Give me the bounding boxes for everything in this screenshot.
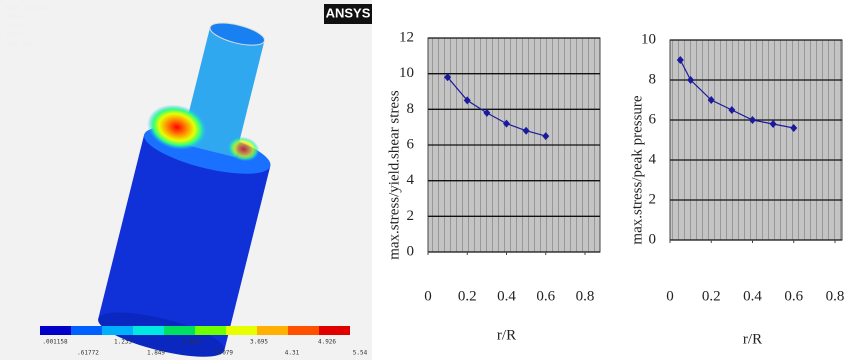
x-tick-label: 0 (424, 288, 432, 304)
legend-label: 4.926 (318, 339, 336, 346)
x-axis-label: r/R (497, 327, 516, 343)
y-tick-label: 12 (399, 29, 414, 45)
x-tick-label: 0.6 (784, 288, 803, 304)
legend-label: 4.31 (285, 350, 300, 357)
x-tick-label: 0.6 (536, 288, 555, 304)
legend-swatch (164, 326, 195, 335)
legend-label: .61772 (77, 350, 99, 357)
legend-swatch (195, 326, 226, 335)
fea-header: SUB =1 (6, 24, 24, 30)
y-axis-label: max.stress/yield.shear stress (386, 90, 402, 260)
fea-header: STEP=1 (6, 15, 24, 21)
y-tick-label: 2 (649, 191, 657, 207)
x-tick-label: 0.4 (743, 288, 762, 304)
x-tick-label: 0.4 (497, 288, 516, 304)
y-tick-label: 4 (649, 151, 657, 167)
fea-header: NODAL SOLUTION (6, 6, 48, 12)
y-tick-label: 0 (407, 243, 415, 259)
y-axis-label: max.stress/peak pressure (629, 95, 645, 244)
x-tick-label: 0.2 (702, 288, 721, 304)
x-tick-label: 0.8 (576, 288, 595, 304)
y-tick-label: 10 (399, 65, 414, 81)
legend-swatch (71, 326, 102, 335)
legend-label: 3.079 (215, 350, 233, 357)
fea-image: .001158 1.233 2.464 3.695 4.926 .61772 1.849 3.… (0, 0, 372, 360)
y-tick-label: 8 (407, 101, 415, 117)
legend-swatch (102, 326, 133, 335)
legend-swatch (133, 326, 164, 335)
y-tick-label: 6 (407, 136, 415, 152)
legend-swatch (257, 326, 288, 335)
legend-label: 3.695 (250, 339, 268, 346)
legend-swatch (319, 326, 350, 335)
fea-header: TIME=1 (6, 33, 24, 39)
legend-swatch (288, 326, 319, 335)
y-tick-label: 0 (649, 231, 657, 247)
legend-label: 1.849 (147, 350, 165, 357)
x-tick-label: 0.8 (826, 288, 845, 304)
plot-area (670, 40, 842, 240)
x-tick-label: 0.2 (458, 288, 477, 304)
y-tick-label: 4 (407, 172, 415, 188)
x-tick-label: 0 (666, 288, 674, 304)
legend-label: 5.54 (353, 350, 368, 357)
legend-swatch (40, 326, 71, 335)
x-axis-label: r/R (743, 331, 762, 347)
legend-label: 1.233 (114, 339, 132, 346)
fea-header: SEQV (AVG) (6, 42, 36, 48)
logo: ANSYS (326, 5, 371, 20)
legend-swatch (226, 326, 257, 335)
y-tick-label: 8 (649, 71, 657, 87)
figure: .001158 1.233 2.464 3.695 4.926 .61772 1.849 3.… (0, 0, 847, 360)
y-tick-label: 6 (649, 111, 657, 127)
legend-label: .001158 (42, 339, 68, 346)
legend-label: 2.464 (182, 339, 200, 346)
y-tick-label: 10 (641, 31, 656, 47)
y-tick-label: 2 (407, 208, 415, 224)
